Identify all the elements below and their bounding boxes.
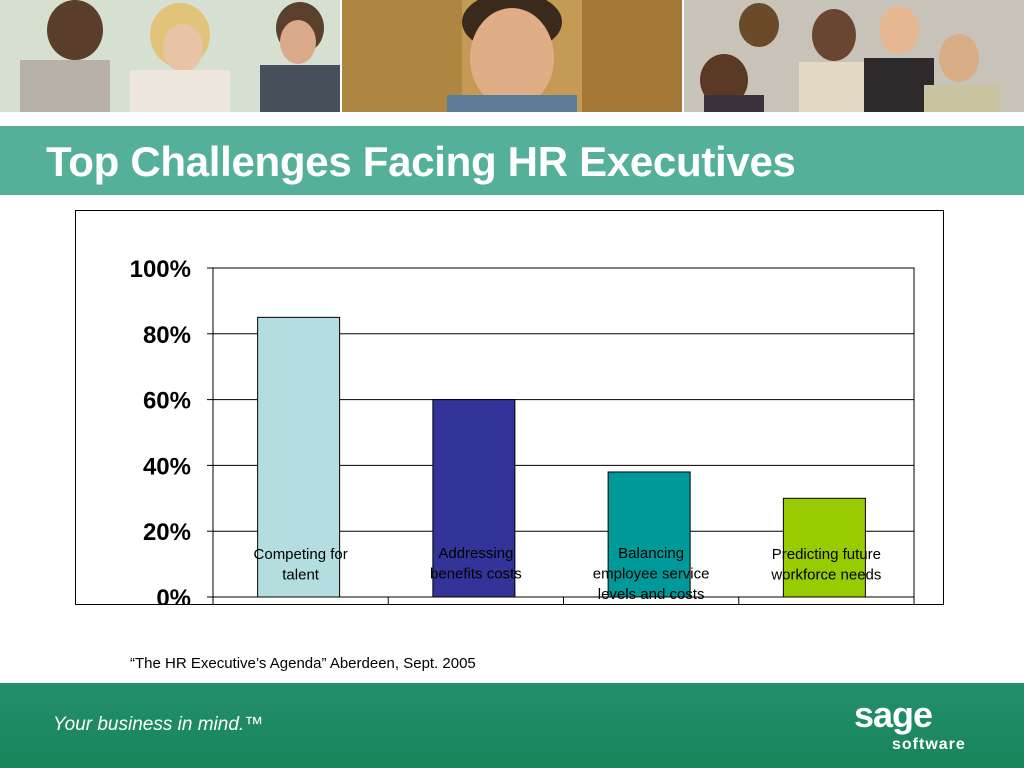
category-label-line: Predicting future [772,546,881,563]
y-tick-label: 20% [143,519,191,546]
source-citation: “The HR Executive’s Agenda” Aberdeen, Se… [130,655,476,672]
chart-frame: 0% 20% 40% 60% 80% 100% Competing for talent Add… [75,210,944,605]
category-label-3: Balancing employee service levels and cost… [593,545,710,603]
footer-bar: Your business in mind.™ sage software [0,683,1024,768]
photo-diverse-team [684,0,1024,112]
bar-3 [607,471,691,598]
logo-word: sage [854,694,933,735]
photo-colleagues-meeting [0,0,340,112]
bar-2 [432,399,516,598]
category-label-line: levels and costs [598,586,705,603]
category-label-line: employee service [593,566,710,583]
y-tick-label: 100% [130,256,191,283]
category-label-line: Competing for [254,546,348,563]
bar-1 [257,316,341,598]
y-tick-label: 60% [143,388,191,415]
category-label-line: talent [282,567,320,584]
y-tick-label: 40% [143,453,191,480]
category-label-line: Addressing [438,545,513,562]
header-photo-strip [0,0,1024,112]
category-label-4: Predicting future workforce needs [770,546,881,584]
category-label-2: Addressing benefits costs [430,545,522,583]
photo-smiling-man [342,0,682,112]
category-label-line: Balancing [618,545,684,562]
slide-title: Top Challenges Facing HR Executives [46,138,796,185]
category-label-line: benefits costs [430,566,522,583]
bar-4 [782,497,866,598]
tagline: Your business in mind.™ [53,714,264,735]
logo-subtitle: software [892,736,966,753]
y-tick-label: 80% [143,322,191,349]
category-label-1: Competing for talent [254,546,348,584]
sage-software-logo: sage software [854,694,974,758]
category-label-line: workforce needs [770,567,881,584]
title-bar: Top Challenges Facing HR Executives [0,126,1024,195]
bar-chart: 0% 20% 40% 60% 80% 100% Competing for talent Add… [130,256,915,604]
y-tick-label: 0% [156,585,191,604]
